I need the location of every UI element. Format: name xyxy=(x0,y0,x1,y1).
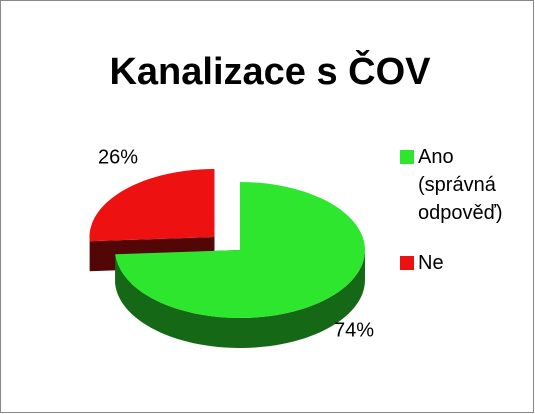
data-label: 74% xyxy=(334,319,374,341)
legend-item: Ne xyxy=(400,249,518,277)
chart-title: Kanalizace s ČOV xyxy=(109,48,431,93)
legend-swatch xyxy=(400,150,414,164)
slice xyxy=(115,182,365,318)
legend-swatch xyxy=(400,256,414,270)
legend-label: Ano (správná odpověď) xyxy=(418,146,503,224)
legend: Ano (správná odpověď) Ne xyxy=(400,143,518,299)
slice-side xyxy=(115,250,365,348)
legend-item: Ano (správná odpověď) xyxy=(400,143,518,227)
legend-label: Ne xyxy=(418,252,444,274)
data-label: 26% xyxy=(98,146,138,168)
slice xyxy=(89,169,215,242)
pie xyxy=(89,169,365,348)
